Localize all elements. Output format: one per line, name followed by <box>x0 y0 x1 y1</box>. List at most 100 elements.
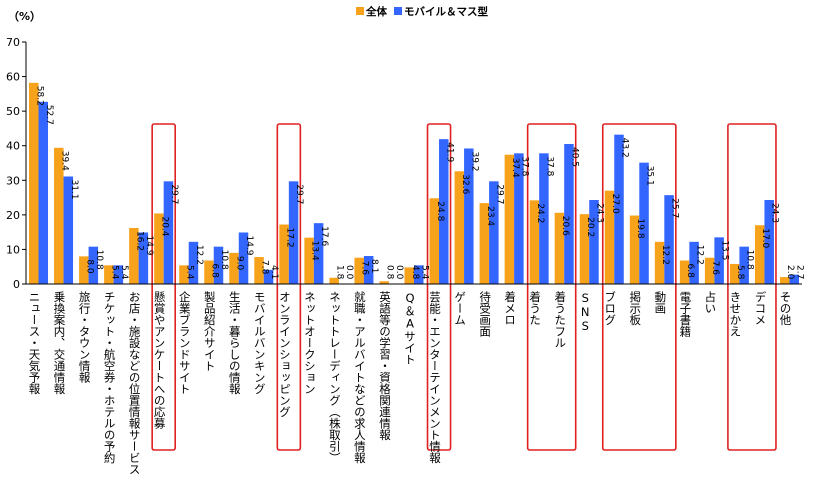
value-label-1-12: 0.0 <box>344 265 354 280</box>
bar-1-26 <box>689 241 699 284</box>
bar-0-22 <box>579 214 590 284</box>
value-label-1-2: 10.8 <box>94 250 104 270</box>
bar-1-5 <box>163 181 174 284</box>
value-label-0-9: 7.8 <box>260 260 270 275</box>
value-label-0-2: 8.0 <box>84 259 94 274</box>
bar-1-16 <box>439 139 449 284</box>
y-tick-label-3: 30 <box>6 174 20 187</box>
value-label-0-10: 17.2 <box>285 228 295 248</box>
bar-1-25 <box>664 195 674 284</box>
x-tick-label-30: その他 <box>778 291 792 326</box>
bar-1-4 <box>138 232 149 284</box>
bars <box>29 82 799 285</box>
value-label-1-4: 14.9 <box>144 235 154 255</box>
highlight-box-5 <box>727 123 777 451</box>
value-label-1-21: 40.5 <box>569 147 579 167</box>
bar-0-24 <box>629 215 640 284</box>
y-tick-label-2: 20 <box>6 209 20 222</box>
y-tick-label-5: 50 <box>6 105 20 118</box>
axes: 0 10 20 30 40 50 60 70 <box>6 36 802 291</box>
x-tick-label-15: Q＆Aサイト <box>403 291 417 365</box>
bar-0-28 <box>729 263 740 284</box>
bar-0-12 <box>329 277 339 284</box>
value-label-1-18: 29.7 <box>494 184 504 204</box>
value-label-1-7: 10.8 <box>219 250 229 270</box>
value-label-0-29: 17.0 <box>760 228 770 248</box>
value-label-0-11: 13.4 <box>310 241 320 261</box>
bar-1-17 <box>464 148 474 284</box>
highlight-boxes <box>151 123 777 451</box>
x-tick-label-1: 乗換案内、交通情報 <box>53 291 67 395</box>
x-tick-label-16: 芸能・エンターテインメント情報 <box>428 291 442 464</box>
x-tick-label-3: チケット・航空券・ホテルの予約 <box>103 291 117 464</box>
value-label-1-28: 10.8 <box>745 250 755 270</box>
bar-0-26 <box>679 260 690 284</box>
value-labels: 58.252.739.431.18.0 10.85.4 5.416.2 14.920.… <box>34 86 804 280</box>
bar-1-9 <box>263 269 274 284</box>
bar-0-2 <box>79 256 89 284</box>
value-label-1-17: 39.2 <box>469 151 479 171</box>
value-label-0-14: 0.8 <box>385 265 395 280</box>
value-label-0-17: 32.6 <box>460 174 470 194</box>
value-label-0-1: 39.4 <box>59 151 69 171</box>
x-tick-label-2: 旅行・タウン情報 <box>78 290 92 384</box>
value-label-0-19: 37.4 <box>510 158 520 178</box>
bar-1-28 <box>739 246 749 284</box>
x-tick-label-28: きせかえ <box>728 291 742 337</box>
value-label-1-15: 5.4 <box>419 265 429 280</box>
bar-1-15 <box>414 265 424 284</box>
value-label-0-30: 2.0 <box>785 265 795 280</box>
bar-0-27 <box>704 257 715 284</box>
value-label-0-26: 6.8 <box>685 263 695 278</box>
x-tick-label-6: 企業ブランドサイト <box>178 290 192 394</box>
bar-1-24 <box>639 162 649 284</box>
x-tick-label-26: 電子書籍 <box>678 291 692 338</box>
x-tick-label-14: 英語等の学習・資格関連情報 <box>378 290 392 441</box>
value-label-1-30: 2.7 <box>795 265 805 279</box>
bar-0-8 <box>229 252 239 284</box>
value-label-0-0: 58.2 <box>34 86 44 106</box>
bar-1-19 <box>514 153 524 284</box>
legend-swatch-0 <box>356 7 364 15</box>
value-label-0-5: 20.4 <box>159 216 169 236</box>
value-label-1-6: 12.2 <box>194 245 204 265</box>
value-label-0-6: 5.4 <box>184 265 194 280</box>
bar-0-20 <box>529 200 540 284</box>
x-tick-label-5: 懸賞やアンケートへの応募 <box>153 291 167 430</box>
y-tick-label-6: 60 <box>6 71 20 84</box>
bar-1-7 <box>213 246 224 284</box>
value-label-0-13: 7.6 <box>360 261 370 276</box>
highlight-box-4 <box>601 123 677 451</box>
value-label-1-29: 24.3 <box>770 203 780 223</box>
bar-1-11 <box>313 223 324 284</box>
value-label-0-4: 16.2 <box>134 231 144 251</box>
x-tick-label-10: オンラインショッピング <box>278 291 292 418</box>
x-tick-label-20: 着うた <box>528 290 542 325</box>
legend-label-0: 全体 <box>365 5 387 18</box>
legend-label-1: モバイル＆マス型 <box>404 5 488 18</box>
value-label-0-24: 19.8 <box>635 219 645 239</box>
bar-1-29 <box>764 199 774 284</box>
highlight-box-0 <box>151 123 176 451</box>
bar-0-3 <box>104 265 114 284</box>
bar-0-30 <box>779 277 790 284</box>
x-tick-label-22: SNS <box>578 291 592 333</box>
x-axis-labels: ニュース・天気予報 乗換案内、交通情報 旅行・タウン情報 チケット・航空券・ホテルの予… <box>28 290 793 475</box>
bar-1-2 <box>88 246 99 284</box>
value-label-0-23: 27.0 <box>610 194 620 214</box>
bar-1-13 <box>363 255 374 284</box>
x-tick-label-9: モバイルバンキング <box>253 291 267 395</box>
value-label-1-3: 5.4 <box>119 265 129 280</box>
bar-1-6 <box>188 241 199 284</box>
y-tick-label-4: 40 <box>6 140 20 153</box>
value-label-1-11: 17.6 <box>319 226 329 246</box>
bar-0-14 <box>379 281 389 284</box>
value-label-0-20: 24.2 <box>535 203 545 223</box>
bar-1-3 <box>113 265 124 284</box>
value-label-0-8: 9.0 <box>235 256 245 271</box>
bar-1-23 <box>614 134 624 284</box>
y-tick-label-7: 70 <box>6 36 20 49</box>
bar-0-10 <box>279 224 289 284</box>
x-tick-label-12: ネットトレーディング（株取引） <box>328 291 342 464</box>
